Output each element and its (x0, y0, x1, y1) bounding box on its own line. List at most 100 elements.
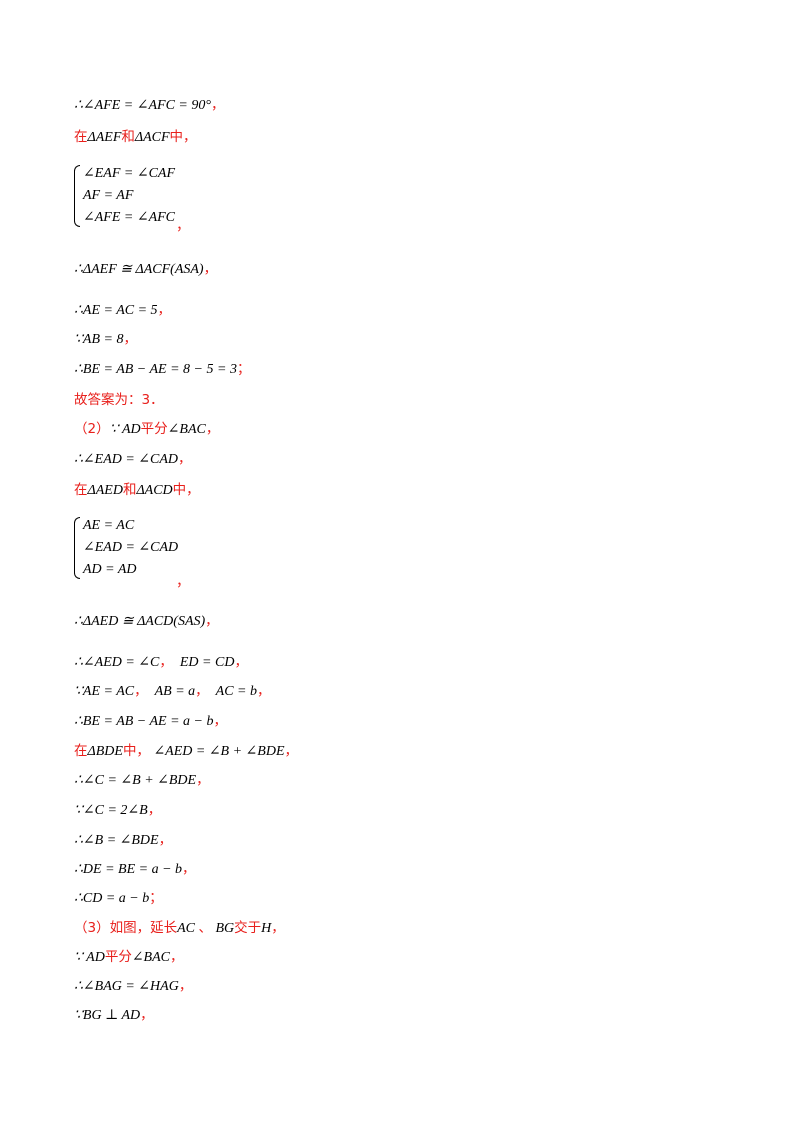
math-expression: ∵ AD (109, 422, 141, 437)
punctuation: ， (170, 949, 184, 965)
proof-line: ∴BE = AB − AE = 8 − 5 = 3； (74, 360, 250, 379)
proof-line: ∴∠EAD = ∠CAD， (74, 450, 192, 469)
math-expression: ∵ AD (74, 950, 105, 965)
label-text: 平分 (104, 949, 132, 965)
label-text: 和 (121, 129, 135, 145)
proof-line: ∵BG ⊥ AD， (74, 1006, 154, 1025)
part-label: （3）如图，延长 (74, 920, 178, 936)
math-expression: ∵∠C = 2∠B (74, 803, 148, 818)
proof-line: ∴ΔAEF ≅ ΔACF(ASA)， (74, 260, 217, 279)
math-expression: ∵BG ⊥ AD (74, 1008, 141, 1023)
punctuation: ， (134, 683, 148, 699)
system-row: AF = AF (83, 188, 134, 203)
math-expression: ∴AE = AC = 5 (74, 303, 158, 318)
punctuation: ， (271, 920, 285, 936)
punctuation: ， (205, 613, 219, 629)
answer-line: 故答案为：3． (74, 391, 164, 410)
math-expression: ∴BE = AB − AE = a − b (74, 714, 214, 729)
math-expression: ∴∠B = ∠BDE (74, 833, 159, 848)
punctuation: ； (149, 890, 163, 906)
math-expression: ΔAEF (87, 130, 122, 145)
punctuation: ， (178, 978, 193, 994)
math-expression: AC = b (215, 684, 258, 699)
answer-text: 故答案为：3． (74, 392, 164, 408)
left-brace (74, 517, 80, 579)
punctuation: ， (176, 218, 190, 234)
punctuation: ， (157, 302, 172, 318)
punctuation: ， (203, 261, 218, 277)
math-expression: ∴∠AFE = ∠AFC = 90° (74, 98, 211, 113)
math-expression: ∵AB = 8 (74, 332, 124, 347)
math-expression: ∴∠AED = ∠C (74, 655, 160, 670)
math-expression: ΔACF (134, 130, 170, 145)
label-text: 、 (198, 920, 212, 936)
left-brace (74, 165, 80, 227)
punctuation: ， (147, 802, 162, 818)
proof-line: ∴∠C = ∠B + ∠BDE， (74, 771, 210, 790)
label-text: 和 (122, 482, 137, 498)
proof-line: ∵AE = AC， AB = a， AC = b， (74, 682, 271, 701)
part-label: （2） (74, 421, 110, 437)
punctuation: ， (176, 574, 190, 590)
punctuation: ， (257, 683, 271, 699)
math-expression: ∵AE = AC (74, 684, 135, 699)
math-expression: ∠BAC (131, 950, 170, 965)
proof-line: ∵ AD平分∠BAC， (74, 948, 184, 967)
punctuation: ， (123, 331, 137, 347)
system-row: AE = AC (83, 518, 135, 533)
math-expression: H (261, 921, 272, 936)
punctuation: ， (159, 654, 173, 670)
punctuation: ， (195, 683, 209, 699)
math-expression: ∠BAC (167, 422, 206, 437)
punctuation: ， (182, 861, 196, 877)
punctuation: ， (196, 772, 210, 788)
math-expression: ∠AED = ∠B + ∠BDE (153, 744, 285, 759)
punctuation: ， (284, 743, 299, 759)
punctuation: ， (158, 832, 173, 848)
proof-line: ∴∠AED = ∠C， ED = CD， (74, 653, 248, 672)
math-expression: ∴ΔAED ≅ ΔACD(SAS) (74, 614, 206, 629)
math-expression: ΔAED (87, 483, 123, 498)
label-text: 中， (122, 743, 150, 759)
proof-line: ∴CD = a − b； (74, 889, 163, 908)
label-text: 平分 (140, 421, 168, 437)
punctuation: ； (236, 361, 251, 377)
punctuation: ， (213, 713, 228, 729)
proof-line: ∴AE = AC = 5， (74, 301, 171, 320)
proof-line: ∴ΔAED ≅ ΔACD(SAS)， (74, 612, 219, 631)
equation-system: AE = AC ∠EAD = ∠CAD AD = AD ， (74, 515, 274, 590)
system-row: ∠EAD = ∠CAD (83, 540, 179, 555)
math-expression: ∴CD = a − b (74, 891, 150, 906)
label-text: 中， (169, 129, 197, 145)
label-text: 中， (172, 482, 200, 498)
math-expression: ∴∠BAG = ∠HAG (74, 979, 179, 994)
math-expression: ΔACD (136, 483, 173, 498)
proof-line: ∴∠BAG = ∠HAG， (74, 977, 192, 996)
proof-line: ∴BE = AB − AE = a − b， (74, 712, 227, 731)
system-row: ∠EAF = ∠CAF (83, 166, 176, 181)
punctuation: ， (234, 654, 248, 670)
math-expression: ∴BE = AB − AE = 8 − 5 = 3 (74, 362, 237, 377)
proof-line: ∵AB = 8， (74, 330, 137, 349)
proof-line: ∴∠B = ∠BDE， (74, 831, 172, 850)
math-expression: ED = CD (179, 655, 235, 670)
math-expression: ΔBDE (87, 744, 123, 759)
math-expression: ∴ΔAEF ≅ ΔACF(ASA) (74, 262, 204, 277)
label-text: 交于 (234, 920, 262, 936)
proof-line: （3）如图，延长AC 、 BG交于H， (74, 919, 285, 938)
proof-line: ∴∠AFE = ∠AFC = 90°， (74, 96, 224, 115)
proof-line: 在ΔBDE中， ∠AED = ∠B + ∠BDE， (74, 742, 298, 761)
proof-line: 在ΔAEF和ΔACF中， (74, 128, 197, 147)
punctuation: ， (140, 1007, 154, 1023)
punctuation: ， (178, 451, 192, 467)
label-text: 在 (74, 743, 88, 759)
math-expression: AB = a (154, 684, 196, 699)
label-text: 在 (74, 482, 88, 498)
equation-system: ∠EAF = ∠CAF AF = AF ∠AFE = ∠AFC ， (74, 163, 274, 234)
math-expression: ∴DE = BE = a − b (74, 862, 183, 877)
label-text: 在 (74, 129, 88, 145)
system-row: AD = AD (83, 562, 137, 577)
math-expression: BG (215, 921, 235, 936)
system-row: ∠AFE = ∠AFC (83, 210, 176, 225)
